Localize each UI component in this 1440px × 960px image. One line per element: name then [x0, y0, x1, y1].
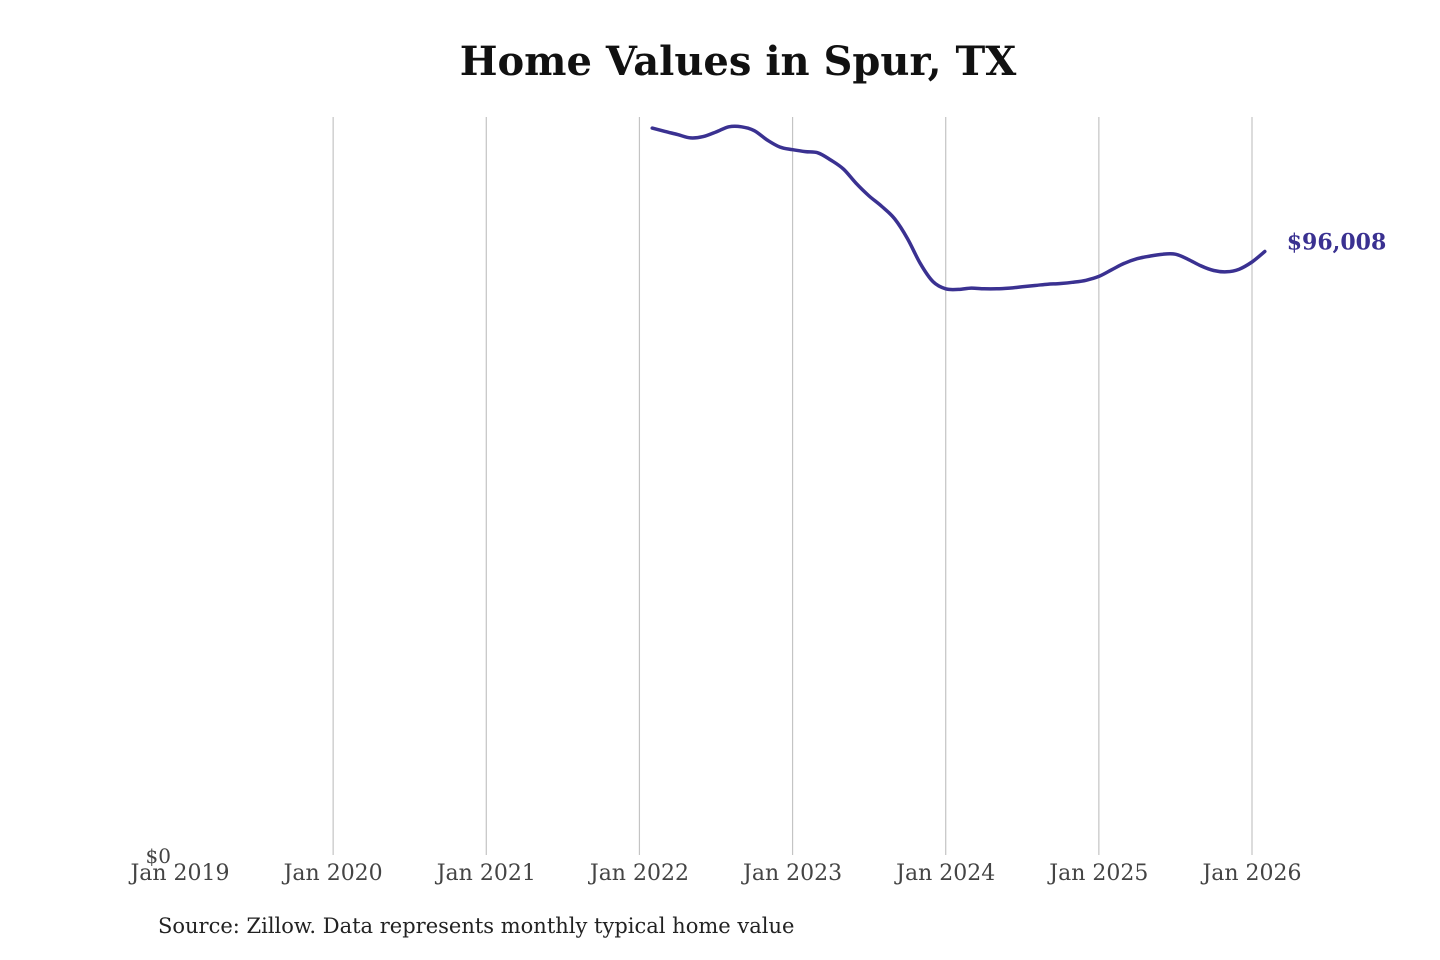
series-end-value-label: $96,008 — [1287, 230, 1387, 256]
x-tick-label: Jan 2020 — [282, 861, 383, 886]
x-tick-label: Jan 2019 — [128, 861, 229, 886]
series-line-0 — [650, 124, 1267, 292]
x-tick-label: Jan 2021 — [435, 861, 536, 886]
gridlines — [332, 117, 1253, 855]
x-axis-tick-labels: Jan 2019 Jan 2020 Jan 2021 Jan 2022 Jan 2023… — [128, 861, 1301, 886]
line-chart: Jan 2019 Jan 2020 Jan 2021 Jan 2022 Jan 2023… — [128, 117, 1387, 886]
series-lines: $96,008 — [650, 124, 1387, 292]
x-tick-label: Jan 2022 — [588, 861, 689, 886]
chart-title: Home Values in Spur, TX — [459, 38, 1017, 85]
x-tick-label: Jan 2025 — [1047, 861, 1148, 886]
x-tick-label: Jan 2024 — [894, 861, 995, 886]
y-axis-tick-labels: $0 — [146, 844, 171, 868]
x-tick-label: Jan 2023 — [741, 861, 842, 886]
y-tick-label: $0 — [146, 844, 171, 868]
source-note: Source: Zillow. Data represents monthly … — [158, 914, 795, 938]
x-tick-label: Jan 2026 — [1200, 861, 1301, 886]
